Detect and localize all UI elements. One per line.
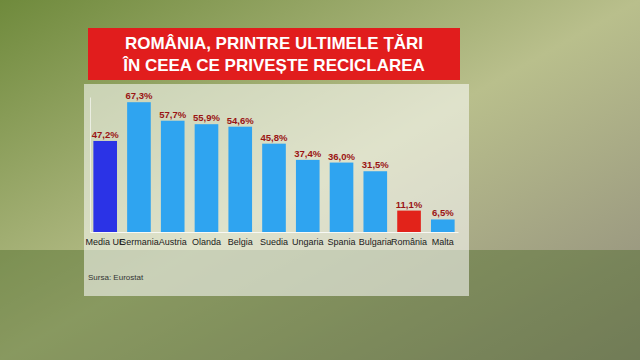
data-label: 55,9% bbox=[193, 112, 220, 123]
x-tick-label: Malta bbox=[432, 237, 454, 247]
bar bbox=[127, 102, 151, 232]
data-labels: 47,2% 67,3% 57,7% 55,9% 54,6% 45,8% 37,4% 36,0%… bbox=[92, 90, 454, 218]
title-box bbox=[88, 28, 460, 80]
x-tick: Malta bbox=[432, 232, 454, 247]
bar bbox=[363, 171, 387, 232]
chart: ROMÂNIA, PRINTRE ULTIMELE ȚĂRI ÎN CEEA CE… bbox=[0, 0, 640, 360]
x-tick: Olanda bbox=[192, 232, 221, 247]
x-tick-label: Ungaria bbox=[292, 237, 324, 247]
data-label: 45,8% bbox=[261, 132, 288, 143]
data-label: 67,3% bbox=[125, 90, 152, 101]
x-tick: Spania bbox=[328, 232, 356, 247]
x-axis: Media UEGermaniaAustriaOlandaBelgiaSuedi… bbox=[85, 232, 458, 247]
data-label: 57,7% bbox=[159, 109, 186, 120]
x-tick: Ungaria bbox=[292, 232, 324, 247]
x-tick-label: Spania bbox=[328, 237, 356, 247]
bar bbox=[330, 163, 354, 232]
bar bbox=[161, 121, 185, 232]
y-axis bbox=[90, 98, 91, 233]
x-tick-label: Bulgaria bbox=[359, 237, 392, 247]
bars bbox=[93, 102, 454, 232]
x-tick: România bbox=[391, 232, 427, 247]
x-axis-line bbox=[91, 232, 459, 233]
background bbox=[0, 0, 640, 360]
x-tick: Austria bbox=[159, 232, 187, 247]
x-tick-label: Belgia bbox=[228, 237, 253, 247]
x-tick: Bulgaria bbox=[359, 232, 392, 247]
bar bbox=[228, 127, 252, 232]
x-tick-label: România bbox=[391, 237, 427, 247]
data-label: 31,5% bbox=[362, 159, 389, 170]
data-label: 54,6% bbox=[227, 115, 254, 126]
data-label: 11,1% bbox=[396, 199, 423, 210]
bar bbox=[397, 211, 421, 232]
title: ÎN CEEA CE PRIVEȘTE RECICLAREA bbox=[122, 56, 425, 75]
panel bbox=[84, 84, 469, 296]
data-label: 36,0% bbox=[328, 151, 355, 162]
data-label: 37,4% bbox=[294, 148, 321, 159]
bar bbox=[93, 141, 117, 232]
title: ROMÂNIA, PRINTRE ULTIMELE ȚĂRI bbox=[125, 34, 423, 53]
x-tick: Belgia bbox=[228, 232, 253, 247]
bar bbox=[296, 160, 320, 232]
x-tick-label: Olanda bbox=[192, 237, 221, 247]
x-tick-label: Austria bbox=[159, 237, 187, 247]
x-tick: Suedia bbox=[260, 232, 288, 247]
y-axis-line bbox=[90, 98, 91, 233]
source: Sursa: Eurostat bbox=[88, 273, 144, 282]
bar bbox=[431, 219, 455, 232]
x-tick: Germania bbox=[119, 232, 159, 247]
data-label: 6,5% bbox=[432, 207, 454, 218]
data-label: 47,2% bbox=[92, 129, 119, 140]
x-tick-label: Germania bbox=[119, 237, 159, 247]
bar bbox=[262, 144, 286, 232]
bar bbox=[195, 124, 219, 232]
x-tick-label: Suedia bbox=[260, 237, 288, 247]
